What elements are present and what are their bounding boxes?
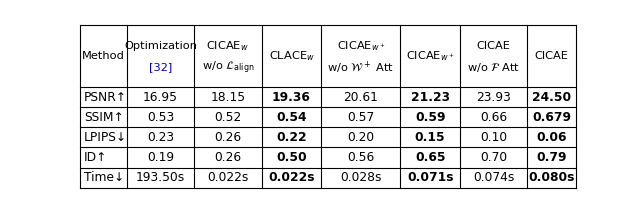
Text: 0.52: 0.52 (214, 111, 241, 124)
Text: 0.074s: 0.074s (473, 171, 515, 184)
Text: LPIPS↓: LPIPS↓ (84, 131, 127, 144)
Text: 0.66: 0.66 (480, 111, 508, 124)
Text: 23.93: 23.93 (476, 91, 511, 104)
Text: ClCAE$_w$: ClCAE$_w$ (207, 39, 249, 53)
Text: 0.59: 0.59 (415, 111, 445, 124)
Text: w/o $\mathcal{L}_{\rm align}$: w/o $\mathcal{L}_{\rm align}$ (202, 59, 254, 76)
Text: 0.071s: 0.071s (407, 171, 453, 184)
Text: 16.95: 16.95 (143, 91, 178, 104)
Text: 18.15: 18.15 (211, 91, 245, 104)
Text: 0.57: 0.57 (347, 111, 374, 124)
Text: 0.26: 0.26 (214, 131, 241, 144)
Text: 0.10: 0.10 (480, 131, 508, 144)
Text: ID↑: ID↑ (84, 151, 108, 164)
Text: 193.50s: 193.50s (136, 171, 185, 184)
Text: 0.06: 0.06 (536, 131, 567, 144)
Text: 0.022s: 0.022s (207, 171, 248, 184)
Text: 0.70: 0.70 (480, 151, 508, 164)
Text: ClCAE$_{w^+}$: ClCAE$_{w^+}$ (406, 49, 454, 63)
Text: 0.53: 0.53 (147, 111, 174, 124)
Text: SSIM↑: SSIM↑ (84, 111, 124, 124)
Text: 0.56: 0.56 (347, 151, 374, 164)
Text: ClCAE: ClCAE (477, 41, 511, 51)
Text: 0.26: 0.26 (214, 151, 241, 164)
Text: Optimization: Optimization (124, 41, 197, 51)
Text: w/o $\mathcal{W}^+$ Att: w/o $\mathcal{W}^+$ Att (328, 60, 394, 76)
Text: 0.50: 0.50 (276, 151, 307, 164)
Text: 21.23: 21.23 (411, 91, 450, 104)
Text: CLACE$_w$: CLACE$_w$ (269, 49, 314, 63)
Text: ClCAE: ClCAE (535, 51, 569, 61)
Text: 24.50: 24.50 (532, 91, 572, 104)
Text: 0.080s: 0.080s (529, 171, 575, 184)
Text: Method: Method (82, 51, 125, 61)
Text: 0.19: 0.19 (147, 151, 174, 164)
Text: PSNR↑: PSNR↑ (84, 91, 127, 104)
Text: 20.61: 20.61 (344, 91, 378, 104)
Text: [32]: [32] (149, 63, 172, 73)
Text: 0.022s: 0.022s (268, 171, 315, 184)
Text: 0.65: 0.65 (415, 151, 445, 164)
Text: 0.22: 0.22 (276, 131, 307, 144)
Text: 0.79: 0.79 (536, 151, 567, 164)
Text: Time↓: Time↓ (84, 171, 124, 184)
Text: 0.679: 0.679 (532, 111, 572, 124)
Text: 0.20: 0.20 (348, 131, 374, 144)
Text: 19.36: 19.36 (272, 91, 311, 104)
Text: 0.15: 0.15 (415, 131, 445, 144)
Text: w/o $\mathcal{F}$ Att: w/o $\mathcal{F}$ Att (467, 61, 520, 74)
Text: 0.028s: 0.028s (340, 171, 381, 184)
Text: 0.23: 0.23 (147, 131, 174, 144)
Text: 0.54: 0.54 (276, 111, 307, 124)
Text: ClCAE$_{w^+}$: ClCAE$_{w^+}$ (337, 39, 385, 53)
